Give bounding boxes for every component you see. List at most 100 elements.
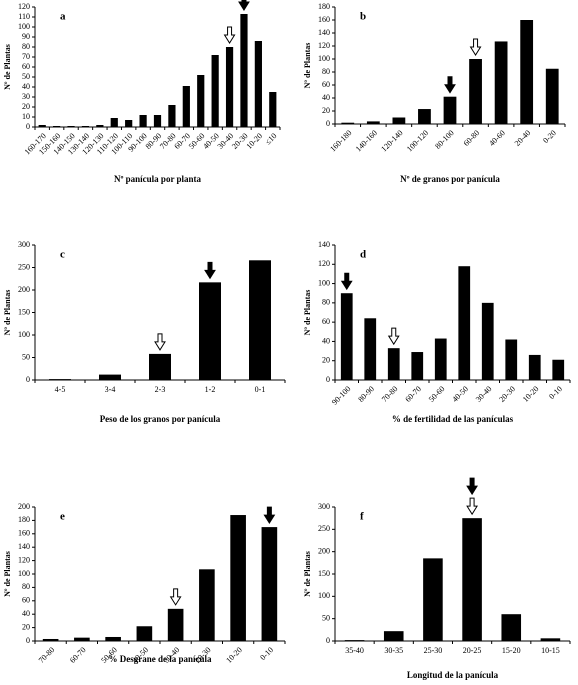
y-axis-label: Nº de Plantas bbox=[3, 290, 12, 336]
bar bbox=[254, 41, 262, 127]
bar bbox=[540, 638, 561, 641]
bar bbox=[458, 266, 471, 380]
y-tick-label: 160 bbox=[318, 15, 330, 24]
bar bbox=[53, 126, 61, 127]
chart-title: e bbox=[60, 511, 65, 523]
bar bbox=[481, 302, 494, 380]
bar bbox=[494, 41, 508, 125]
bar bbox=[182, 86, 190, 127]
y-tick-label: 100 bbox=[18, 330, 30, 339]
x-tick-label: 40-50 bbox=[450, 384, 470, 404]
x-tick-label: 60-80 bbox=[462, 128, 482, 148]
x-axis-label: % de fertilidad de las panículas bbox=[392, 414, 514, 424]
bar bbox=[545, 68, 559, 124]
bar bbox=[139, 115, 147, 127]
bar bbox=[74, 637, 90, 641]
y-tick-label: 40 bbox=[22, 609, 30, 618]
arrow bbox=[204, 261, 216, 280]
bar bbox=[240, 14, 248, 127]
x-tick-label: 0-10 bbox=[258, 645, 275, 662]
x-tick-label: 10-20 bbox=[245, 131, 265, 151]
bar bbox=[168, 105, 176, 127]
chart-title: b bbox=[360, 11, 366, 23]
y-tick-label: 140 bbox=[318, 240, 330, 249]
arrow bbox=[223, 26, 236, 44]
bar bbox=[443, 96, 457, 124]
x-tick-label: 25-30 bbox=[424, 646, 443, 655]
bar bbox=[197, 75, 205, 127]
y-tick-label: 40 bbox=[322, 93, 330, 102]
bar bbox=[167, 608, 184, 641]
y-tick-label: 80 bbox=[22, 42, 30, 51]
bar bbox=[149, 353, 171, 380]
bar bbox=[434, 338, 447, 380]
bar bbox=[105, 636, 121, 641]
bar bbox=[99, 374, 121, 380]
y-tick-label: 40 bbox=[322, 336, 330, 345]
y-tick-label: 20 bbox=[22, 102, 30, 111]
y-tick-label: 50 bbox=[322, 613, 330, 622]
x-tick-label: 30-35 bbox=[384, 646, 403, 655]
bar bbox=[383, 631, 404, 641]
bar bbox=[136, 626, 153, 641]
y-tick-label: 100 bbox=[318, 278, 330, 287]
bar bbox=[199, 282, 221, 380]
arrow bbox=[466, 497, 478, 516]
x-tick-label: 2-3 bbox=[155, 385, 166, 394]
x-tick-label: 60-70 bbox=[68, 645, 88, 665]
bar bbox=[67, 126, 75, 127]
x-tick-label: 10-15 bbox=[541, 646, 560, 655]
y-tick-label: 300 bbox=[18, 240, 30, 249]
y-tick-label: 200 bbox=[318, 546, 330, 555]
y-tick-label: 300 bbox=[318, 502, 330, 511]
bar bbox=[153, 115, 162, 127]
bar bbox=[340, 293, 353, 380]
x-tick-label: 90-100 bbox=[330, 384, 352, 406]
y-tick-label: 250 bbox=[18, 262, 30, 271]
x-axis-label: Longitud de la panícula bbox=[407, 670, 499, 680]
bar bbox=[462, 518, 482, 641]
y-tick-label: 110 bbox=[18, 12, 30, 21]
bar bbox=[230, 515, 246, 641]
x-tick-label: 0-20 bbox=[541, 128, 558, 145]
arrow bbox=[340, 272, 353, 291]
arrow bbox=[469, 38, 482, 56]
y-tick-label: 140 bbox=[18, 542, 30, 551]
x-tick-label: 120-140 bbox=[379, 128, 404, 153]
y-tick-label: 100 bbox=[18, 22, 30, 31]
y-tick-label: 80 bbox=[322, 298, 330, 307]
bar bbox=[261, 527, 278, 641]
y-tick-label: 30 bbox=[22, 92, 30, 101]
y-tick-label: 180 bbox=[318, 2, 330, 11]
chart-title: c bbox=[60, 249, 65, 261]
bar bbox=[42, 638, 59, 641]
bar bbox=[344, 640, 365, 641]
x-tick-label: 20-40 bbox=[513, 128, 533, 148]
x-tick-label: 40-60 bbox=[487, 128, 507, 148]
bar bbox=[423, 558, 443, 641]
bar bbox=[110, 118, 118, 127]
y-tick-label: 200 bbox=[18, 502, 30, 511]
bar bbox=[269, 92, 277, 127]
y-tick-label: 100 bbox=[318, 591, 330, 600]
x-tick-label: 80-90 bbox=[356, 384, 376, 404]
bar bbox=[505, 339, 518, 380]
y-tick-label: 120 bbox=[318, 41, 330, 50]
bar bbox=[49, 379, 71, 380]
chart-title: d bbox=[360, 249, 366, 261]
x-tick-label: 60-70 bbox=[403, 384, 423, 404]
y-tick-label: 50 bbox=[22, 72, 30, 81]
x-tick-label: 1-2 bbox=[205, 385, 216, 394]
x-tick-label: 10-20 bbox=[521, 384, 541, 404]
y-axis-label: Nº de Plantas bbox=[3, 551, 12, 597]
y-tick-label: 120 bbox=[18, 2, 30, 11]
bar bbox=[96, 125, 104, 127]
x-tick-label: 80-100 bbox=[433, 128, 455, 150]
x-tick-label: 20-25 bbox=[463, 646, 482, 655]
bar bbox=[411, 352, 424, 380]
y-tick-label: 50 bbox=[22, 352, 30, 361]
y-tick-label: 150 bbox=[18, 307, 30, 316]
y-tick-label: 140 bbox=[318, 28, 330, 37]
y-tick-label: 0 bbox=[26, 122, 30, 131]
y-tick-label: 180 bbox=[18, 515, 30, 524]
